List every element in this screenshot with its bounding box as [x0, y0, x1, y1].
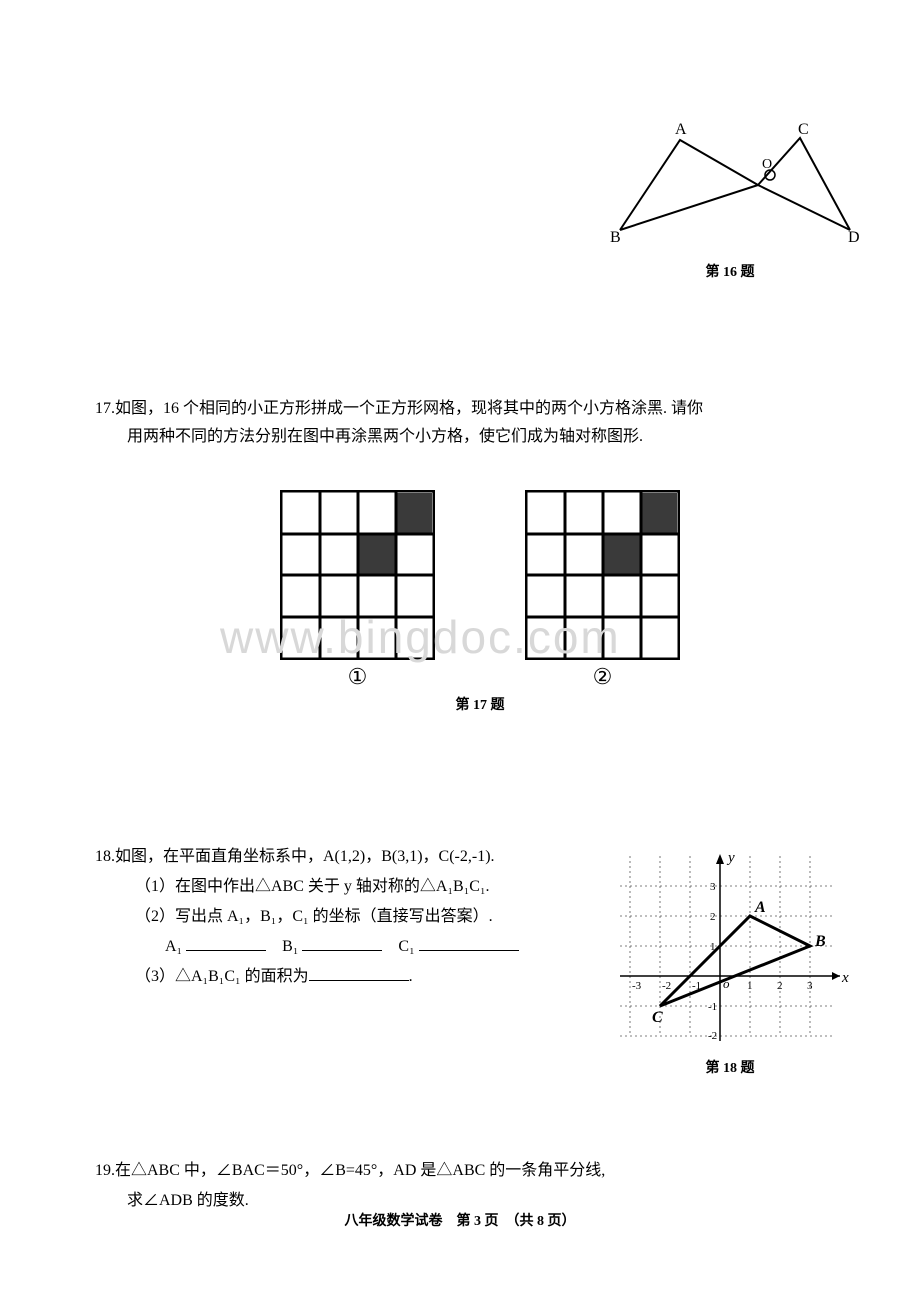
question-17: 17.如图，16 个相同的小正方形拼成一个正方形网格，现将其中的两个小方格涂黑.… [95, 395, 835, 451]
q17-grids: ① ② [230, 490, 730, 690]
label-O: O [762, 157, 772, 172]
q19-line2: 求∠ADB 的度数. [95, 1192, 249, 1209]
point-B: B [814, 933, 826, 950]
figure-16: A B C D O 第 16 题 [600, 120, 860, 281]
q18-part3-post: . [409, 968, 413, 985]
q17-line1: 如图，16 个相同的小正方形拼成一个正方形网格，现将其中的两个小方格涂黑. 请你 [115, 400, 703, 417]
point-C: C [652, 1009, 663, 1026]
fig16-caption: 第 16 题 [600, 261, 860, 281]
fig18-caption: 第 18 题 [600, 1057, 860, 1077]
label-D: D [848, 229, 860, 246]
blank-b1[interactable] [302, 934, 382, 951]
label-A: A [675, 121, 687, 138]
fig17-caption: 第 17 题 [380, 694, 580, 714]
page-footer: 八年级数学试卷 第 3 页 （共 8 页） [0, 1210, 920, 1230]
grid1-label: ① [348, 664, 368, 690]
q18-part2: （2）写出点 A₁，B₁，C₁ 的坐标（直接写出答案）. [95, 902, 605, 932]
q18-num: 18. [95, 848, 115, 865]
svg-text:2: 2 [777, 980, 783, 992]
svg-text:1: 1 [710, 941, 716, 953]
svg-text:3: 3 [710, 881, 716, 893]
x-axis-label: x [841, 970, 849, 986]
point-A: A [754, 899, 766, 916]
blank-c1[interactable] [419, 934, 519, 951]
grid1-svg [280, 490, 435, 660]
label-B: B [610, 229, 621, 246]
fig18-svg: -3 -2 -1 1 2 3 3 2 1 -1 -2 o x y A B C [610, 846, 850, 1046]
q18-part3: （3）△A₁B₁C₁ 的面积为. [95, 962, 605, 992]
b1-label: B₁ [282, 938, 298, 955]
a1-label: A₁ [165, 938, 182, 955]
svg-text:-2: -2 [708, 1030, 717, 1042]
q18-part1: （1）在图中作出△ABC 关于 y 轴对称的△A₁B₁C₁. [95, 872, 605, 902]
figure-18: -3 -2 -1 1 2 3 3 2 1 -1 -2 o x y A B C 第… [600, 846, 860, 1077]
svg-text:-1: -1 [692, 980, 701, 992]
page: A B C D O 第 16 题 17.如图，16 个相同的小正方形拼成一个正方… [0, 0, 920, 1302]
q19-line1: 在△ABC 中，∠BAC＝50°，∠B=45°，AD 是△ABC 的一条角平分线… [115, 1162, 605, 1179]
svg-text:2: 2 [710, 911, 716, 923]
q17-line2: 用两种不同的方法分别在图中再涂黑两个小方格，使它们成为轴对称图形. [95, 428, 643, 445]
fig16-svg: A B C D O [600, 120, 860, 250]
svg-text:-2: -2 [662, 980, 671, 992]
q18-blanks: A₁ B₁ C₁ [95, 932, 605, 962]
svg-text:-3: -3 [632, 980, 642, 992]
svg-text:-1: -1 [708, 1001, 717, 1013]
blank-area[interactable] [309, 964, 409, 981]
grid2-label: ② [593, 664, 613, 690]
svg-text:1: 1 [747, 980, 753, 992]
grid-2: ② [525, 490, 680, 690]
q19-num: 19. [95, 1162, 115, 1179]
label-C: C [798, 121, 809, 138]
grid-1: ① [280, 490, 435, 690]
question-18: 18.如图，在平面直角坐标系中，A(1,2)，B(3,1)，C(-2,-1). … [95, 842, 605, 992]
origin-label: o [723, 976, 730, 991]
y-axis-label: y [726, 850, 735, 866]
c1-label: C₁ [398, 938, 414, 955]
blank-a1[interactable] [186, 934, 266, 951]
q18-intro: 如图，在平面直角坐标系中，A(1,2)，B(3,1)，C(-2,-1). [115, 848, 495, 865]
q17-num: 17. [95, 400, 115, 417]
question-19: 19.在△ABC 中，∠BAC＝50°，∠B=45°，AD 是△ABC 的一条角… [95, 1156, 835, 1216]
q18-part3-pre: （3）△A₁B₁C₁ 的面积为 [135, 968, 309, 985]
svg-text:3: 3 [807, 980, 813, 992]
grid2-svg [525, 490, 680, 660]
